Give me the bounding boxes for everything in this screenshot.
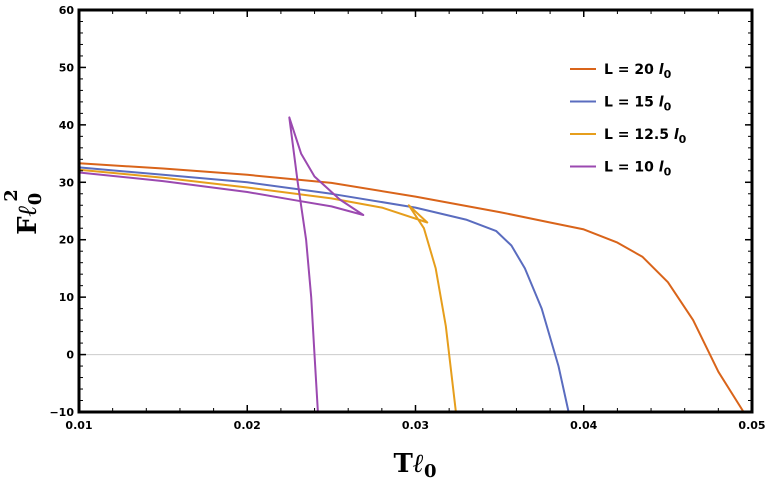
y-tick-label: 30 <box>59 176 75 189</box>
series-line-1 <box>78 166 570 413</box>
y-tick-label: 40 <box>59 119 75 132</box>
series-line-3 <box>78 116 365 413</box>
y-tick-label: 50 <box>59 61 75 74</box>
legend-item-3: L = 10 l0 <box>570 160 672 179</box>
legend-label: L = 15 l0 <box>604 95 672 114</box>
x-tick-label: 0.01 <box>65 419 92 432</box>
y-tick-labels: −10 0 10 20 30 40 50 60 <box>49 4 74 419</box>
y-axis-title: Fℓ02 <box>1 189 46 235</box>
x-axis-title: Tℓ0 <box>394 449 437 480</box>
series-line-0 <box>78 162 745 413</box>
x-tick-label: 0.02 <box>234 419 261 432</box>
axis-ticks <box>78 9 753 413</box>
x-tick-labels: 0.01 0.02 0.03 0.04 0.05 <box>65 419 765 432</box>
legend-item-0: L = 20 l0 <box>570 62 672 81</box>
series-lines <box>78 116 745 413</box>
y-tick-label: 20 <box>59 234 75 247</box>
series-line-2 <box>78 168 457 413</box>
legend-item-2: L = 12.5 l0 <box>570 127 687 146</box>
x-tick-label: 0.03 <box>402 419 429 432</box>
legend-label: L = 10 l0 <box>604 160 672 179</box>
y-tick-label: 10 <box>59 291 75 304</box>
legend-item-1: L = 15 l0 <box>570 95 672 114</box>
legend-label: L = 20 l0 <box>604 62 672 81</box>
x-tick-label: 0.04 <box>570 419 597 432</box>
y-tick-label: 0 <box>66 349 74 362</box>
y-tick-label: −10 <box>49 406 74 419</box>
legend-label: L = 12.5 l0 <box>604 127 687 146</box>
x-tick-label: 0.05 <box>738 419 765 432</box>
legend: L = 20 l0 L = 15 l0 L = 12.5 l0 L = 10 l0 <box>570 62 687 179</box>
y-tick-label: 60 <box>59 4 75 17</box>
